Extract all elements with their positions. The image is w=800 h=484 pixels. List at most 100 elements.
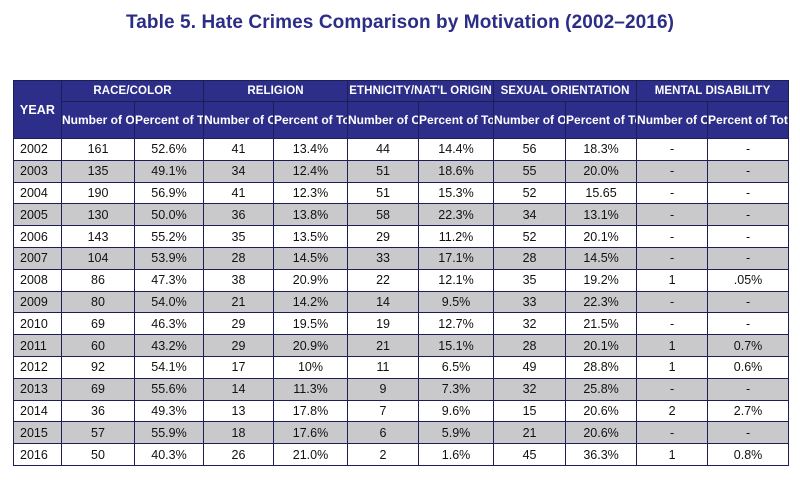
cell-race-percent: 54.1% [134, 355, 204, 379]
cell-race-number: 36 [61, 399, 135, 423]
cell-sexual-orientation-number: 28 [493, 334, 567, 357]
cell-race-percent: 56.9% [134, 181, 204, 205]
cell-ethnicity-percent: 18.6% [418, 159, 495, 183]
cell-mental-disability-percent: - [707, 312, 790, 336]
cell-sexual-orientation-percent: 19.2% [565, 268, 638, 292]
column-header-number: Number of Offenses [636, 101, 709, 139]
cell-ethnicity-number: 21 [347, 334, 420, 357]
table-row: 2006 143 55.2% 35 13.5% 29 11.2% 52 20.1% - - [13, 225, 790, 248]
cell-religion-percent: 20.9% [272, 334, 349, 357]
cell-religion-number: 17 [203, 355, 274, 379]
cell-sexual-orientation-number: 52 [493, 181, 567, 205]
cell-religion-number: 41 [203, 138, 274, 161]
cell-sexual-orientation-percent: 15.65 [565, 181, 638, 205]
cell-religion-number: 36 [203, 203, 274, 227]
table-row: 2010 69 46.3% 29 19.5% 19 12.7% 32 21.5% - - [13, 312, 790, 336]
cell-race-percent: 47.3% [134, 268, 204, 292]
cell-mental-disability-percent: - [707, 203, 790, 227]
column-header-percent: Percent of Total [707, 101, 790, 139]
group-header-sexual-orientation: SEXUAL ORIENTATION [493, 80, 638, 102]
cell-sexual-orientation-number: 32 [493, 377, 567, 401]
group-header-row: YEAR RACE/COLOR RELIGION ETHNICITY/NAT'L… [13, 80, 790, 139]
cell-religion-percent: 21.0% [272, 443, 349, 466]
column-header-percent: Percent of Total [418, 101, 495, 139]
cell-race-percent: 43.2% [134, 334, 204, 357]
cell-sexual-orientation-number: 21 [493, 421, 567, 445]
cell-religion-percent: 13.5% [272, 225, 349, 248]
cell-race-number: 104 [61, 246, 135, 270]
cell-race-percent: 55.2% [134, 225, 204, 248]
cell-mental-disability-number: - [636, 203, 709, 227]
cell-year: 2011 [13, 334, 62, 357]
cell-race-percent: 53.9% [134, 246, 204, 270]
cell-mental-disability-percent: 0.6% [707, 355, 790, 379]
cell-race-number: 57 [61, 421, 135, 445]
cell-mental-disability-number: - [636, 421, 709, 445]
table-row: 2011 60 43.2% 29 20.9% 21 15.1% 28 20.1% 1 0.7% [13, 334, 790, 357]
group-header-religion: RELIGION [202, 80, 349, 102]
cell-ethnicity-percent: 5.9% [418, 421, 495, 445]
cell-year: 2003 [13, 159, 62, 183]
cell-religion-number: 34 [203, 159, 274, 183]
cell-mental-disability-number: - [636, 138, 709, 161]
cell-race-percent: 50.0% [134, 203, 204, 227]
cell-mental-disability-number: - [636, 290, 709, 314]
cell-ethnicity-number: 19 [347, 312, 420, 336]
cell-ethnicity-number: 14 [347, 290, 420, 314]
cell-ethnicity-number: 51 [347, 181, 420, 205]
group-header-ethnicity: ETHNICITY/NAT'L ORIGIN [347, 80, 495, 102]
cell-sexual-orientation-percent: 36.3% [565, 443, 638, 466]
cell-sexual-orientation-percent: 20.6% [565, 421, 638, 445]
cell-sexual-orientation-percent: 20.6% [565, 399, 638, 423]
cell-sexual-orientation-percent: 21.5% [565, 312, 638, 336]
cell-ethnicity-percent: 9.5% [418, 290, 495, 314]
cell-ethnicity-number: 9 [347, 377, 420, 401]
cell-ethnicity-percent: 12.1% [418, 268, 495, 292]
cell-race-percent: 55.9% [134, 421, 204, 445]
cell-sexual-orientation-number: 35 [493, 268, 567, 292]
cell-ethnicity-number: 2 [347, 443, 420, 466]
cell-mental-disability-number: 1 [636, 334, 709, 357]
table-row: 2004 190 56.9% 41 12.3% 51 15.3% 52 15.65- - [13, 181, 790, 205]
table-row: 2015 57 55.9% 18 17.6% 6 5.9% 21 20.6% - - [13, 421, 790, 445]
table-row: 2008 86 47.3% 38 20.9% 22 12.1% 35 19.2% 1.05% [13, 268, 790, 292]
table-row: 2012 92 54.1% 17 10% 11 6.5% 49 28.8% 1 0.6% [13, 355, 790, 379]
table-row: 2016 50 40.3% 26 21.0% 2 1.6% 45 36.3% 1 0.8% [13, 443, 790, 466]
cell-mental-disability-percent: 2.7% [707, 399, 790, 423]
cell-mental-disability-percent: - [707, 246, 790, 270]
cell-mental-disability-percent: 0.8% [707, 443, 790, 466]
cell-religion-number: 26 [203, 443, 274, 466]
cell-religion-percent: 14.5% [272, 246, 349, 270]
cell-mental-disability-number: - [636, 225, 709, 248]
cell-sexual-orientation-percent: 20.1% [565, 225, 638, 248]
column-header-percent: Percent of Total [565, 101, 638, 139]
cell-religion-percent: 10% [272, 355, 349, 379]
cell-sexual-orientation-number: 56 [493, 138, 567, 161]
cell-ethnicity-percent: 15.1% [418, 334, 495, 357]
cell-race-percent: 40.3% [134, 443, 204, 466]
table-row: 2013 69 55.6% 14 11.3% 9 7.3% 32 25.8% - - [13, 377, 790, 401]
cell-religion-number: 18 [203, 421, 274, 445]
cell-race-percent: 52.6% [134, 138, 204, 161]
cell-race-number: 143 [61, 225, 135, 248]
cell-ethnicity-number: 6 [347, 421, 420, 445]
cell-year: 2008 [13, 268, 62, 292]
cell-race-number: 80 [61, 290, 135, 314]
cell-religion-percent: 20.9% [272, 268, 349, 292]
cell-year: 2007 [13, 246, 62, 270]
cell-sexual-orientation-percent: 13.1% [565, 203, 638, 227]
cell-ethnicity-percent: 12.7% [418, 312, 495, 336]
cell-ethnicity-number: 29 [347, 225, 420, 248]
table-row: 2005 130 50.0% 36 13.8% 58 22.3% 34 13.1% - - [13, 203, 790, 227]
cell-ethnicity-percent: 6.5% [418, 355, 495, 379]
table-body: 2002 161 52.6% 41 13.4% 44 14.4% 56 18.3% - -2003 1… [13, 138, 790, 466]
cell-mental-disability-number: - [636, 377, 709, 401]
cell-year: 2005 [13, 203, 62, 227]
cell-year: 2014 [13, 399, 62, 423]
cell-year: 2015 [13, 421, 62, 445]
cell-ethnicity-number: 58 [347, 203, 420, 227]
cell-religion-number: 41 [203, 181, 274, 205]
year-header: YEAR [13, 80, 62, 139]
cell-sexual-orientation-number: 52 [493, 225, 567, 248]
cell-religion-number: 14 [203, 377, 274, 401]
